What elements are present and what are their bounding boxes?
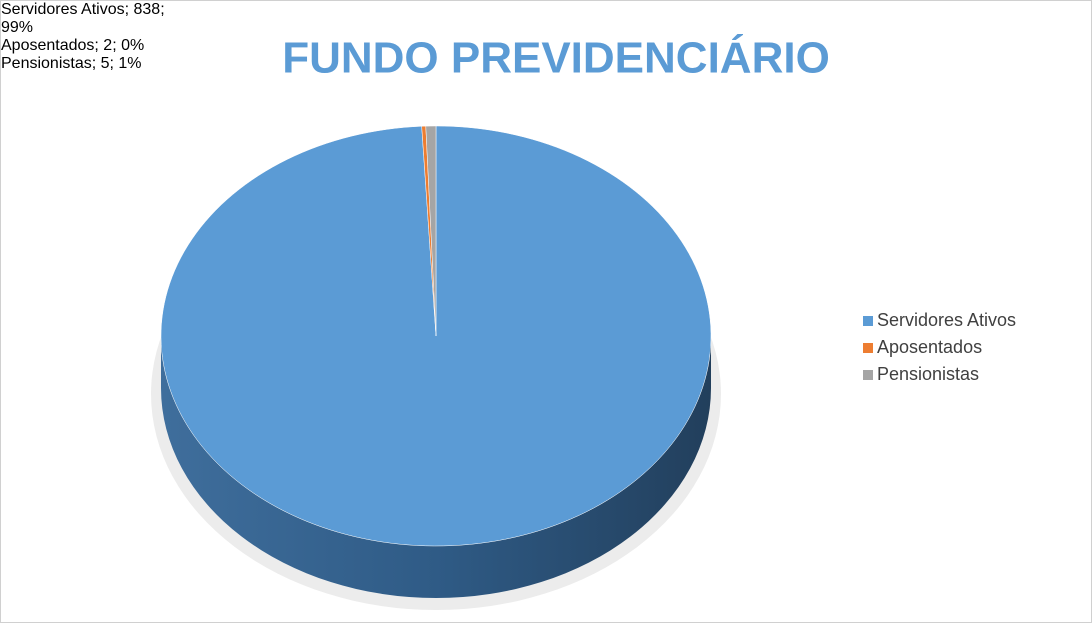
chart-title: FUNDO PREVIDENCIÁRIO xyxy=(282,33,830,83)
legend-swatch xyxy=(863,342,873,353)
legend-swatch xyxy=(863,315,873,326)
data-label: Aposentados; 2; 0% xyxy=(1,37,145,54)
legend-item: Pensionistas xyxy=(863,361,1016,388)
pie-slice xyxy=(425,125,437,337)
data-label: Pensionistas; 5; 1% xyxy=(1,55,142,72)
legend-label: Aposentados xyxy=(877,337,983,357)
pie-side xyxy=(161,336,711,598)
legend-item: Servidores Ativos xyxy=(863,307,1016,334)
legend-label: Pensionistas xyxy=(877,364,980,384)
legend: Servidores Ativos Aposentados Pensionistas xyxy=(863,307,1016,388)
legend-swatch xyxy=(863,369,873,380)
data-label: Servidores Ativos; 838; 99% xyxy=(1,1,165,36)
legend-item: Aposentados xyxy=(863,334,1016,361)
legend-label: Servidores Ativos xyxy=(877,310,1017,330)
